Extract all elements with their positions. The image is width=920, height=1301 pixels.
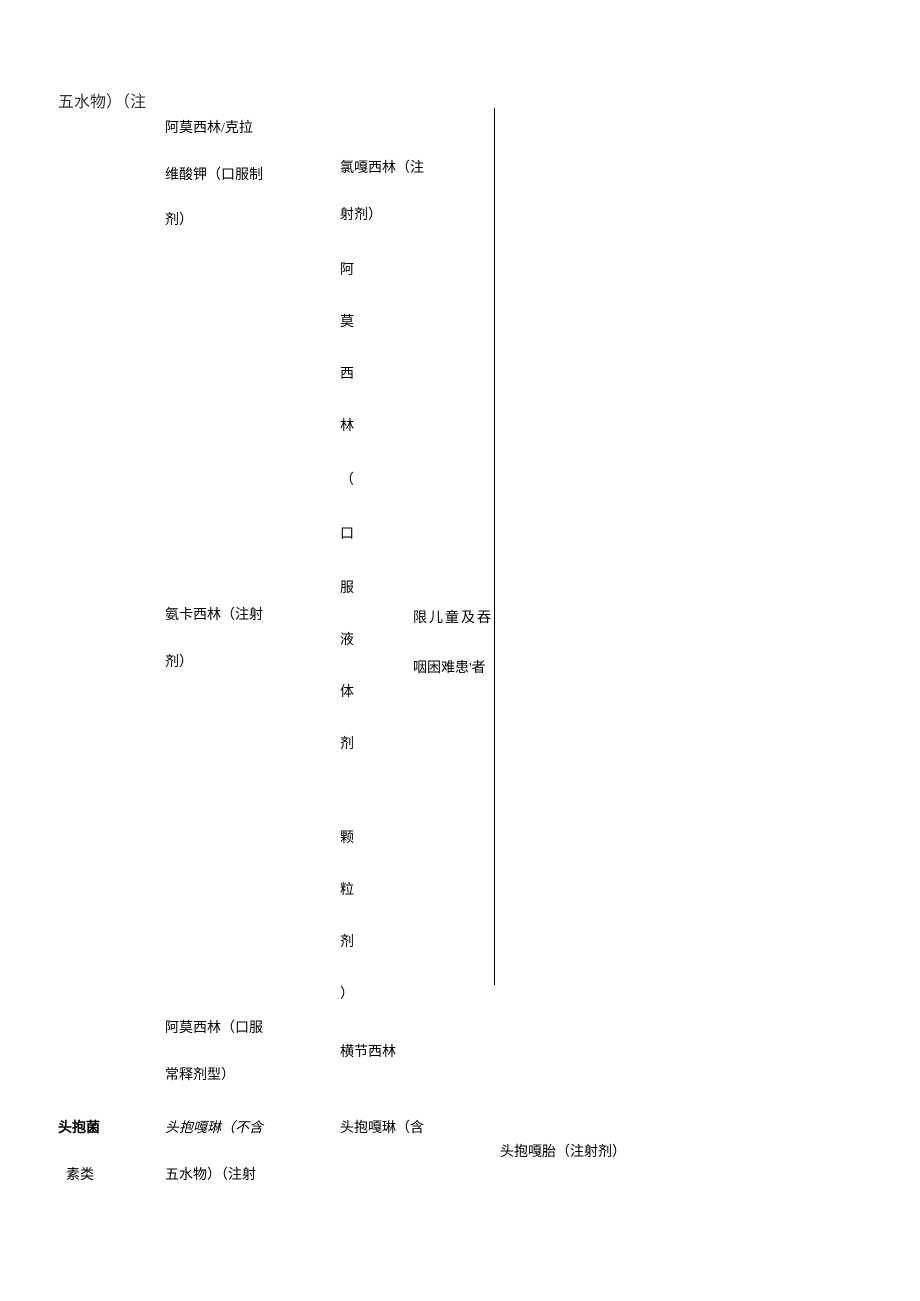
row1-col2-line2: 维酸钾（口服制: [165, 155, 263, 197]
row2-col3-char3: 西: [340, 354, 354, 396]
row4-col2-line2: 五水物）（注射: [165, 1155, 256, 1197]
row2-col3-char6: 口: [340, 514, 354, 556]
row1-col3-line1: 氯嘎西林（注: [340, 148, 424, 190]
header-fragment: 五水物）（注: [58, 88, 146, 112]
row3-col3: 横节西林: [340, 1032, 396, 1074]
row2-col3-char14: ）: [340, 974, 354, 1016]
row4-col5: 头抱嘎胎（注射剂）: [500, 1132, 626, 1174]
row3-col2-line2: 常释剂型）: [165, 1055, 235, 1097]
row2-col3-char5: （: [340, 460, 354, 502]
table-vertical-divider: [494, 108, 495, 985]
row2-col2-line2: 剂）: [165, 642, 193, 684]
row4-col3-line1: 头抱嘎琳（含: [340, 1108, 424, 1150]
row4-col1-line2: 素类: [66, 1155, 94, 1197]
row4-col2-line1: 头抱嘎琳（不含: [165, 1108, 263, 1150]
row2-col3-char12: 粒: [340, 870, 354, 912]
row2-col3-char10: 剂: [340, 724, 354, 766]
row2-col4-line2: 咽困难患'者: [413, 648, 486, 690]
row2-col3-char13: 剂: [340, 922, 354, 964]
row2-col3-char9: 体: [340, 672, 354, 714]
row2-col3-char8: 液: [340, 620, 354, 662]
row2-col4-line1: 限儿童及吞: [413, 598, 493, 640]
row2-col3-char11: 颗: [340, 818, 354, 860]
row2-col3-char7: 服: [340, 568, 354, 610]
row2-col3-char2: 莫: [340, 302, 354, 344]
row1-col2-line3: 剂）: [165, 200, 193, 242]
row1-col3-line2: 射剂）: [340, 195, 382, 237]
row1-col2-line1: 阿莫西林/克拉: [165, 108, 253, 150]
row4-col1-line1: 头抱菌: [58, 1108, 100, 1150]
row2-col2-line1: 氨卡西林（注射: [165, 595, 263, 637]
row3-col2-line1: 阿莫西林（口服: [165, 1008, 263, 1050]
row2-col3-char1: 阿: [340, 250, 354, 292]
row2-col3-char4: 林: [340, 406, 354, 448]
